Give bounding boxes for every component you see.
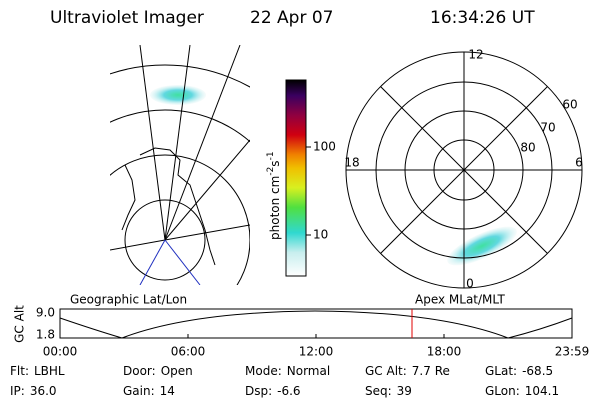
x-tick-label: 12:00 [299, 345, 334, 359]
info-value: 104.1 [525, 384, 559, 398]
info-label: Door: [123, 364, 156, 378]
info-value: Normal [287, 364, 330, 378]
info-field: Flt: LBHL [10, 364, 65, 378]
info-label: GLon: [485, 384, 520, 398]
info-field: Mode: Normal [245, 364, 330, 378]
colorbar-label: photon cm-2s-1 [266, 151, 282, 240]
date: 22 Apr 07 [250, 8, 333, 28]
info-field: GLon: 104.1 [485, 384, 559, 398]
polar-plot [345, 51, 583, 289]
info-field: Door: Open [123, 364, 193, 378]
x-tick-label: 23:59 [555, 345, 590, 359]
info-field: Seq: 39 [365, 384, 412, 398]
info-value: 7.7 Re [412, 364, 450, 378]
info-label: Dsp: [245, 384, 272, 398]
instrument: Ultraviolet Imager [50, 8, 204, 28]
x-tick-label: 00:00 [43, 345, 78, 359]
mlt-label: 6 [575, 156, 583, 170]
colorbar-tick: 100 [313, 140, 336, 154]
info-label: Mode: [245, 364, 282, 378]
info-value: Open [161, 364, 193, 378]
info-label: GLat: [485, 364, 517, 378]
mlt-label: 12 [468, 48, 483, 62]
x-tick-label: 06:00 [171, 345, 206, 359]
colorbar-tick: 10 [313, 228, 328, 242]
info-field: GLat: -68.5 [485, 364, 553, 378]
time: 16:34:26 UT [430, 8, 535, 28]
mlat-label: 60 [562, 98, 577, 112]
altitude-curve [59, 310, 573, 339]
info-value: -6.6 [277, 384, 300, 398]
y-tick-label: 1.8 [36, 328, 55, 342]
info-field: GC Alt: 7.7 Re [365, 364, 450, 378]
info-field: Dsp: -6.6 [245, 384, 301, 398]
info-label: Seq: [365, 384, 392, 398]
info-value: 39 [397, 384, 412, 398]
info-value: 36.0 [30, 384, 57, 398]
info-field: IP: 36.0 [10, 384, 57, 398]
info-label: Gain: [123, 384, 155, 398]
y-tick-label: 9.0 [36, 306, 55, 320]
y-label: GC Alt [13, 305, 27, 343]
x-tick-label: 18:00 [427, 345, 462, 359]
info-value: 14 [160, 384, 175, 398]
info-field: Gain: 14 [123, 384, 175, 398]
info-label: Flt: [10, 364, 29, 378]
mlat-label: 70 [540, 121, 555, 135]
colorbar [285, 79, 307, 277]
info-value: -68.5 [522, 364, 553, 378]
plot-title: Geographic Lat/Lon [70, 293, 187, 307]
geographic-map [110, 45, 250, 285]
info-value: LBHL [34, 364, 65, 378]
info-label: GC Alt: [365, 364, 407, 378]
mlt-label: 0 [466, 277, 474, 291]
mlat-label: 80 [520, 141, 535, 155]
mlt-label: 18 [344, 156, 359, 170]
info-label: IP: [10, 384, 25, 398]
plot-title: Apex MLat/MLT [415, 293, 505, 307]
